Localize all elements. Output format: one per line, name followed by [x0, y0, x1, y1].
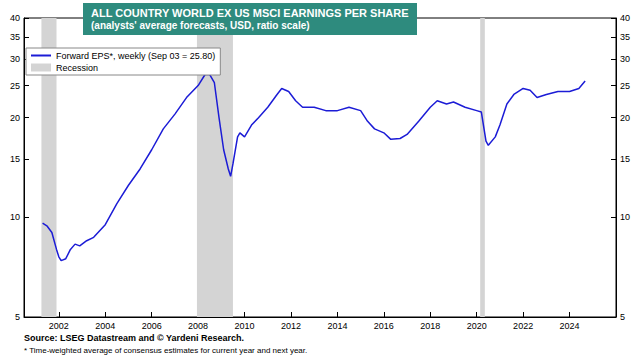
svg-text:40: 40: [620, 13, 630, 23]
svg-text:2020: 2020: [467, 321, 487, 331]
svg-text:Forward EPS*, weekly (Sep 03 =: Forward EPS*, weekly (Sep 03 = 25.80): [56, 51, 215, 61]
svg-text:10: 10: [620, 212, 630, 222]
svg-text:5: 5: [620, 312, 625, 322]
svg-text:15: 15: [10, 154, 20, 164]
svg-text:10: 10: [10, 212, 20, 222]
svg-text:Source: LSEG Datastream and ©: Source: LSEG Datastream and © Yardeni Re…: [24, 333, 244, 343]
svg-text:2004: 2004: [95, 321, 115, 331]
svg-text:2002: 2002: [49, 321, 69, 331]
svg-text:2018: 2018: [420, 321, 440, 331]
svg-text:25: 25: [620, 81, 630, 91]
svg-text:15: 15: [620, 154, 630, 164]
svg-text:* Time-weighted average of con: * Time-weighted average of consensus est…: [24, 346, 307, 355]
svg-text:35: 35: [620, 32, 630, 42]
svg-text:Recession: Recession: [56, 63, 98, 73]
svg-text:25: 25: [10, 81, 20, 91]
svg-text:5: 5: [15, 312, 20, 322]
svg-text:40: 40: [10, 13, 20, 23]
svg-text:2010: 2010: [235, 321, 255, 331]
svg-text:2006: 2006: [142, 321, 162, 331]
svg-text:30: 30: [620, 54, 630, 64]
svg-text:2012: 2012: [281, 321, 301, 331]
svg-text:35: 35: [10, 32, 20, 42]
svg-text:2024: 2024: [560, 321, 580, 331]
svg-text:30: 30: [10, 54, 20, 64]
svg-text:ALL COUNTRY WORLD EX US MSCI E: ALL COUNTRY WORLD EX US MSCI EARNINGS PE…: [91, 7, 409, 19]
svg-text:20: 20: [10, 113, 20, 123]
svg-text:2008: 2008: [188, 321, 208, 331]
svg-text:(analysts' average forecasts,: (analysts' average forecasts, USD, ratio…: [91, 20, 310, 31]
svg-text:2014: 2014: [327, 321, 347, 331]
svg-text:20: 20: [620, 113, 630, 123]
svg-text:2022: 2022: [513, 321, 533, 331]
svg-text:2016: 2016: [374, 321, 394, 331]
